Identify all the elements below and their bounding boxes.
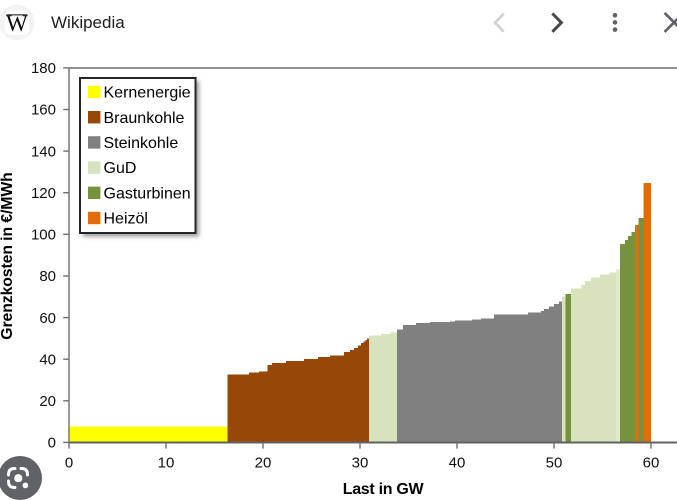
svg-text:Grenzkosten in €/MWh: Grenzkosten in €/MWh <box>0 172 16 339</box>
svg-text:Kernenergie: Kernenergie <box>104 85 191 102</box>
svg-text:40: 40 <box>449 455 466 472</box>
svg-text:40: 40 <box>39 351 56 368</box>
svg-text:10: 10 <box>158 455 175 472</box>
svg-text:50: 50 <box>546 455 563 472</box>
svg-text:20: 20 <box>39 393 56 410</box>
svg-text:80: 80 <box>39 268 56 285</box>
svg-text:Last in GW: Last in GW <box>343 481 425 498</box>
svg-text:W: W <box>6 11 28 36</box>
svg-text:Wikipedia: Wikipedia <box>51 13 125 32</box>
svg-text:180: 180 <box>31 60 56 77</box>
svg-text:140: 140 <box>31 143 56 160</box>
svg-text:Steinkohle: Steinkohle <box>104 135 179 152</box>
svg-text:30: 30 <box>352 455 369 472</box>
svg-text:Heizöl: Heizöl <box>104 211 148 228</box>
svg-text:160: 160 <box>31 102 56 119</box>
svg-text:Braunkohle: Braunkohle <box>104 110 185 127</box>
svg-text:20: 20 <box>255 455 272 472</box>
svg-text:Gasturbinen: Gasturbinen <box>104 185 191 202</box>
svg-text:0: 0 <box>65 455 73 472</box>
svg-text:100: 100 <box>31 227 56 244</box>
svg-text:60: 60 <box>643 455 660 472</box>
svg-text:120: 120 <box>31 185 56 202</box>
svg-text:0: 0 <box>48 435 56 452</box>
svg-text:GuD: GuD <box>104 160 137 177</box>
svg-text:60: 60 <box>39 310 56 327</box>
